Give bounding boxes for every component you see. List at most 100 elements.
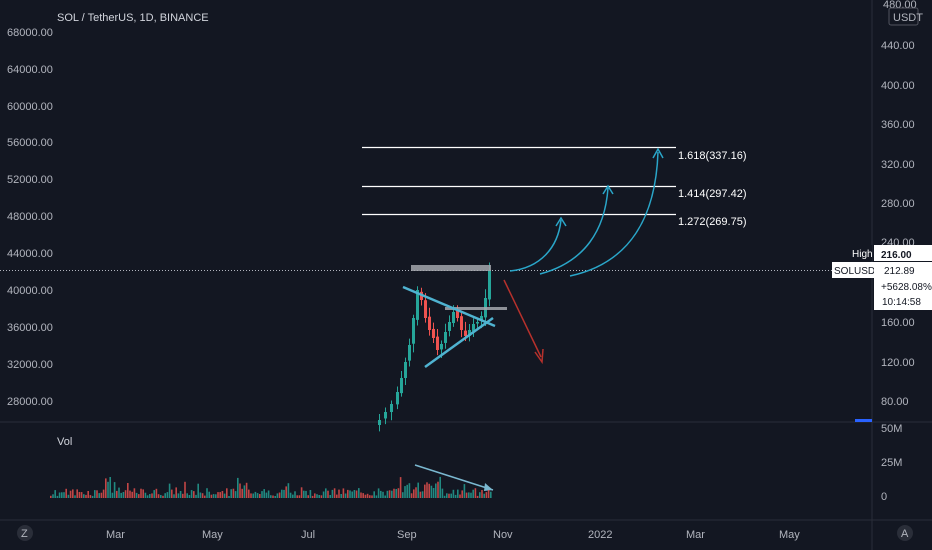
volume-bar [241,488,243,498]
volume-bar [100,492,103,498]
right-tick-label: 320.00 [881,159,915,171]
volume-bar [333,488,336,498]
volume-bar [309,490,312,498]
volume-bar [109,477,111,498]
volume-bar [149,494,151,498]
right-tick-label: 160.00 [881,317,915,329]
volume-bar [355,490,358,498]
time-axis[interactable]: Mar May Jul Sep Nov 2022 Mar May [106,529,800,541]
left-tick-label: 64000.00 [7,64,53,76]
volume-bar [56,495,59,498]
volume-bar [221,491,224,498]
high-value: 216.00 [881,250,912,261]
volume-bar [294,491,296,498]
volume-bar [65,488,67,498]
high-label: High [852,249,873,260]
volume-bar [461,490,463,498]
candle-body [480,316,483,321]
volume-bar [186,493,188,498]
volume-bar [481,490,483,498]
volume-tick-label: 25M [881,457,902,469]
volume-bar [465,492,468,498]
support-line[interactable] [445,307,507,310]
volume-bar [182,493,184,498]
volume-bar [116,490,118,498]
volume-bar [300,487,303,498]
volume-bar [175,487,177,498]
currency-button[interactable] [888,7,919,26]
volume-bar [446,493,448,498]
volume-bar [448,493,450,498]
volume-bar [168,483,171,498]
triangle-upper-trendline[interactable] [402,285,496,328]
volume-bar [195,494,197,498]
zoom-reset-button[interactable] [17,525,33,541]
auto-scale-label: A [901,528,909,540]
zoom-reset-label: Z [21,528,28,540]
time-tick-label: Mar [106,529,125,541]
volume-bar [254,491,257,498]
volume-bar [404,486,406,498]
volume-bar [336,494,338,498]
volume-bar [371,495,373,498]
volume-bar [243,485,246,498]
candle-body [428,316,431,330]
time-tick-label: Sep [397,529,417,541]
volume-bar [153,490,155,498]
volume-bar [80,492,83,498]
bullish-arrow-1272[interactable] [509,219,562,272]
volume-bar [397,488,400,498]
candle-body [390,404,393,413]
candle-body [440,344,443,350]
candle-body [448,322,451,331]
volume-bar [270,495,272,498]
resistance-zone[interactable] [411,265,491,271]
candle-body [460,316,463,330]
volume-bar [285,486,287,498]
volume-bar [58,492,61,498]
volume-bar [199,492,202,498]
volume-bar [274,496,276,498]
volume-bar [463,484,466,498]
volume-trendline[interactable] [414,464,494,491]
volume-bar [96,490,98,498]
volume-bar [457,489,459,498]
volume-bar [468,492,470,498]
right-price-axis[interactable]: 480.00 440.00 400.00 360.00 320.00 280.0… [881,0,917,408]
auto-scale-button[interactable] [897,525,913,541]
volume-bar [391,490,393,498]
bullish-arrow-1414[interactable] [539,187,609,275]
candle-body [464,330,467,336]
time-tick-label: 2022 [588,529,612,541]
volume-bar [61,492,63,498]
volume-bar [206,488,208,498]
volume-bar [155,488,158,498]
volume-bar [173,494,175,498]
chart-title: SOL / TetherUS, 1D, BINANCE [57,12,209,24]
volume-bar [441,488,444,498]
volume-bar [483,493,485,498]
volume-bar [234,491,237,498]
volume-bar [250,493,252,498]
bullish-arrow-1618[interactable] [569,151,659,277]
volume-bar [402,492,404,498]
right-tick-label: 80.00 [881,396,909,408]
bearish-arrow[interactable] [503,279,542,358]
candle-body [412,318,415,344]
volume-bar [272,495,274,498]
candle-body [444,332,447,343]
volume-bar [98,493,100,498]
bar-countdown: 10:14:58 [882,297,921,308]
left-tick-label: 28000.00 [7,396,53,408]
volume-bar [388,490,391,498]
candle-body [468,330,471,336]
candle-body [476,322,479,324]
triangle-lower-trendline[interactable] [424,316,494,369]
volume-bar [87,491,89,498]
volume-bar [296,495,298,498]
left-tick-label: 52000.00 [7,174,53,186]
volume-bar [424,484,426,498]
